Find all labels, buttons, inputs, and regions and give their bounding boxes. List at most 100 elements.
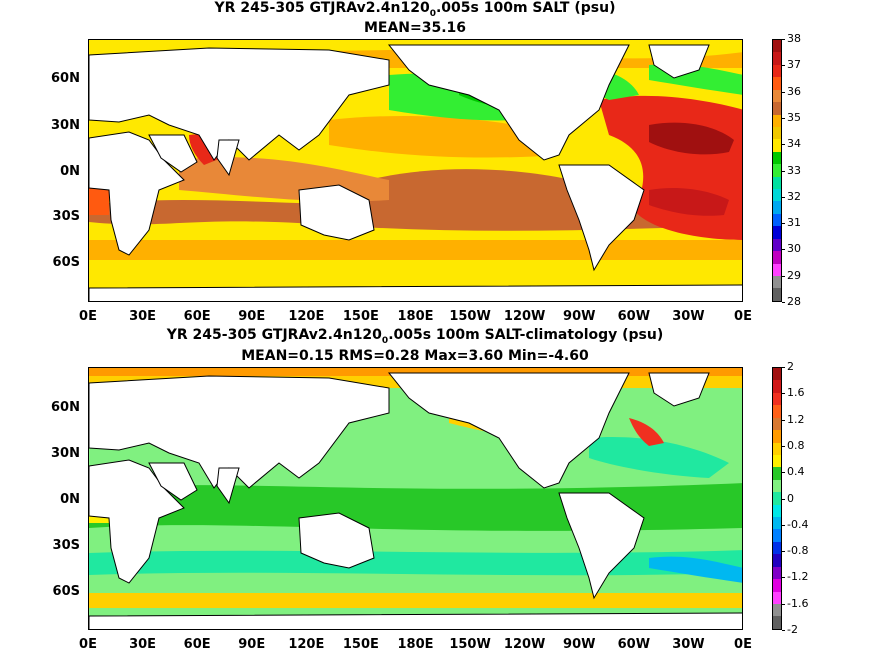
- map1-lon-label: 150W: [449, 309, 491, 324]
- map1-lon-label: 60W: [617, 309, 651, 324]
- map1-lat-label: 60N: [51, 71, 80, 86]
- map1-colorbar-segment: [773, 126, 781, 140]
- map1-colorbar-segment: [773, 288, 781, 301]
- map1-plot: [88, 39, 743, 302]
- map2-colorbar-segment: [773, 479, 781, 493]
- map2-lat-label: 60N: [51, 400, 80, 415]
- map2-colorbar-label: -2: [787, 623, 798, 636]
- map2-colorbar-label: 0.4: [787, 465, 805, 479]
- map2-colorbar-tick: [782, 419, 785, 421]
- map2-colorbar-segment: [773, 492, 781, 505]
- map1-colorbar-segment: [773, 276, 781, 289]
- map2-colorbar: [772, 367, 782, 630]
- map1-colorbar-segment: [773, 213, 781, 227]
- map2-lon-label: 120E: [288, 637, 325, 652]
- map2-lon-label: 120W: [503, 637, 546, 652]
- map2-colorbar-segment: [773, 566, 781, 580]
- map1-colorbar-tick: [782, 302, 785, 303]
- map2-lat-label: 60S: [52, 584, 80, 599]
- map2-lon-label: 60W: [617, 637, 651, 652]
- map2-colorbar-segment: [773, 554, 781, 567]
- map1-colorbar-segment: [773, 77, 781, 90]
- map1-colorbar-label: 32: [787, 189, 801, 203]
- map2-lon-label: 0E: [734, 637, 752, 652]
- map1-lon-label: 0E: [734, 309, 752, 324]
- map1-colorbar-label: 36: [787, 84, 801, 98]
- map1-colorbar-segment: [773, 176, 781, 190]
- map2-colorbar-segment: [773, 517, 781, 530]
- map2-colorbar-segment: [773, 417, 781, 431]
- map1-colorbar-label: 29: [787, 268, 801, 282]
- map2-colorbar-label: 2: [787, 360, 794, 373]
- map1-lat-label: 30N: [51, 118, 80, 133]
- map1-colorbar-segment: [773, 139, 781, 152]
- map1-lon-label: 120E: [288, 309, 325, 324]
- map1-lat-label: 0N: [60, 164, 80, 179]
- map1-colorbar-segment: [773, 114, 781, 127]
- map1-colorbar-label: 38: [787, 32, 801, 45]
- map1-colorbar-segment: [773, 226, 781, 239]
- map2-lon-label: 0E: [79, 637, 97, 652]
- map1-colorbar-tick: [782, 275, 785, 277]
- map2-colorbar-tick: [782, 393, 785, 395]
- map1-lat-label: 30S: [52, 209, 80, 224]
- map1-colorbar-segment: [773, 238, 781, 252]
- map1-colorbar-segment: [773, 64, 781, 78]
- map2-colorbar-tick: [782, 551, 785, 553]
- map2-colorbar-label: -1.6: [787, 596, 809, 610]
- map2-lon-label: 180E: [397, 637, 434, 652]
- map2-colorbar-tick: [782, 524, 785, 526]
- map1-colorbar-tick: [782, 170, 785, 172]
- map1-lon-label: 120W: [503, 309, 546, 324]
- map2-colorbar-segment: [773, 442, 781, 455]
- map2-lon-label: 90W: [563, 637, 596, 652]
- map1-colorbar-label: 34: [787, 137, 801, 151]
- map2-colorbar-segment: [773, 529, 781, 542]
- map1-colorbar-tick: [782, 91, 785, 93]
- map2-plot: [88, 367, 743, 630]
- map1-lon-label: 0E: [79, 309, 97, 324]
- map2-colorbar-label: 1.6: [787, 386, 805, 400]
- map2-colorbar-tick: [782, 445, 785, 447]
- map1-lon-label: 180E: [397, 309, 434, 324]
- map2-colorbar-label: 1.2: [787, 412, 805, 426]
- map2-colorbar-tick: [782, 577, 785, 579]
- map1-lon-label: 60E: [183, 309, 211, 324]
- map2-colorbar-tick: [782, 472, 785, 474]
- map2-lat-label: 30N: [51, 446, 80, 461]
- map2-colorbar-segment: [773, 405, 781, 418]
- map2-title: YR 245-305 GTJRAv2.4n1200.005s 100m SALT…: [166, 327, 664, 346]
- map1-colorbar-tick: [782, 223, 785, 225]
- map1-colorbar-segment: [773, 263, 781, 277]
- map1-lon-label: 30E: [129, 309, 157, 324]
- map2-colorbar-segment: [773, 604, 781, 617]
- map2-lon-label: 90E: [238, 637, 266, 652]
- map2-colorbar-segment: [773, 579, 781, 592]
- map2-lon-label: 60E: [183, 637, 211, 652]
- map1-colorbar-segment: [773, 201, 781, 214]
- map1-colorbar-tick: [782, 117, 785, 119]
- map1-colorbar-label: 37: [787, 58, 801, 72]
- map2-lat-label: 30S: [52, 538, 80, 553]
- map1-lon-label: 90W: [563, 309, 596, 324]
- map2-colorbar-label: -0.8: [787, 544, 809, 558]
- map2-colorbar-segment: [773, 392, 781, 406]
- map2-colorbar-segment: [773, 541, 781, 555]
- map2-lon-label: 150W: [449, 637, 491, 652]
- map1-colorbar-segment: [773, 164, 781, 177]
- map2-lon-label: 150E: [342, 637, 379, 652]
- map2-colorbar-segment: [773, 504, 781, 518]
- map2-colorbar-label: 0.8: [787, 438, 805, 452]
- map1-colorbar-tick: [782, 39, 785, 40]
- map1-colorbar-label: 30: [787, 242, 801, 256]
- map2-lon-label: 30W: [672, 637, 705, 652]
- map2-colorbar-tick: [782, 603, 785, 605]
- map2-subtitle: MEAN=0.15 RMS=0.28 Max=3.60 Min=-4.60: [241, 348, 589, 364]
- map2-lon-label: 30E: [129, 637, 157, 652]
- map1-colorbar-tick: [782, 144, 785, 146]
- map1-subtitle: MEAN=35.16: [363, 20, 467, 36]
- map1-colorbar: [772, 39, 782, 302]
- map1-colorbar-segment: [773, 102, 781, 115]
- map1-lon-label: 90E: [238, 309, 266, 324]
- map1-lon-label: 30W: [672, 309, 705, 324]
